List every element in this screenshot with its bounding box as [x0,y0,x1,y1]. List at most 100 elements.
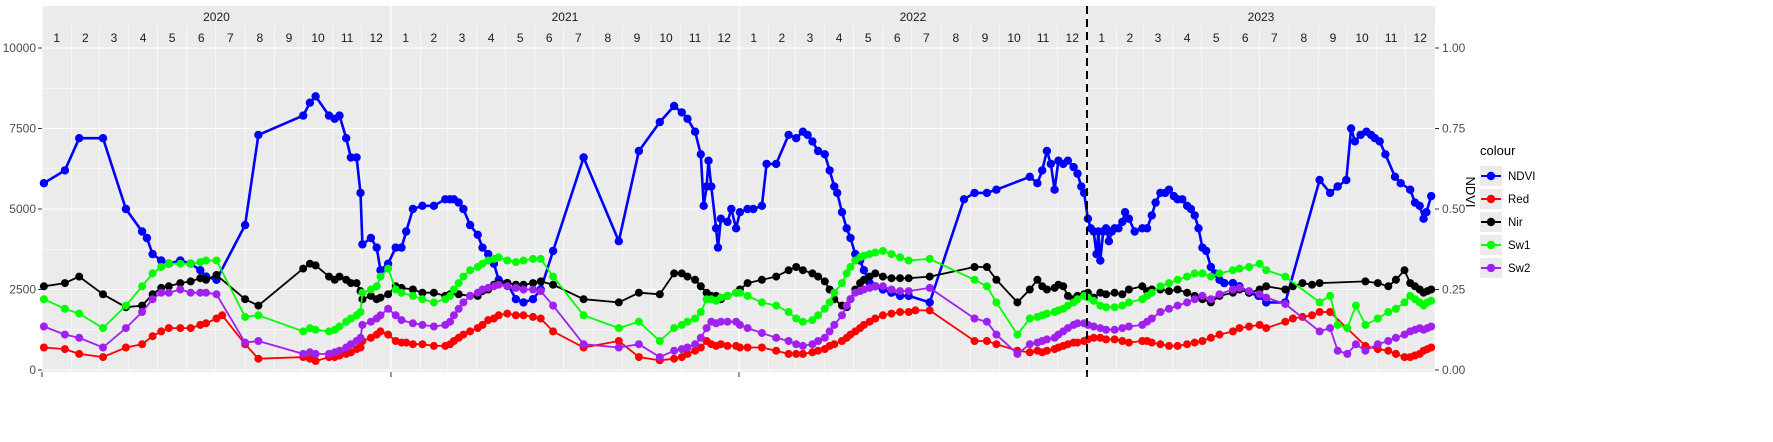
data-point-red [176,324,185,333]
data-point-nir [579,295,588,304]
data-point-nir [896,274,905,283]
data-point-nir [887,274,896,283]
month-label: 5 [169,31,176,45]
year-label: 2021 [552,10,579,24]
data-point-sw2 [1235,283,1244,292]
data-point-red [904,308,913,316]
data-point-ndvi [1114,224,1123,233]
data-point-sw2 [1073,319,1082,328]
month-label: 7 [1271,31,1278,45]
month-label: 3 [111,31,118,45]
month-label: 6 [1242,31,1249,45]
data-point-ndvi [1046,159,1056,169]
data-point-red [1391,349,1400,358]
data-point-red [887,309,896,318]
data-point-sw1 [1042,309,1051,318]
data-point-red [1165,341,1173,350]
data-point-sw2 [784,337,793,345]
data-point-sw1 [1255,259,1264,268]
data-point-sw1 [1384,308,1393,316]
data-point-nir [376,293,385,302]
data-point-red [1042,346,1051,355]
data-point-ndvi [749,204,758,214]
data-point-sw1 [614,324,623,333]
data-point-sw1 [335,322,344,331]
data-point-ndvi [1419,214,1428,223]
data-point-ndvi [1042,146,1052,156]
data-point-sw1 [254,311,263,320]
data-point-ndvi [1038,166,1047,175]
data-point-sw1 [579,311,588,320]
data-point-red [254,354,263,363]
data-point-sw2 [696,333,705,342]
data-point-sw2 [376,311,385,320]
data-point-sw2 [1343,349,1352,358]
data-point-ndvi [614,237,623,246]
data-point-sw2 [446,317,455,326]
data-point-sw2 [449,311,458,320]
data-point-ndvi [528,295,538,304]
data-point-ndvi [402,227,411,236]
data-point-sw1 [519,256,528,265]
data-point-sw1 [1124,298,1133,307]
data-point-ndvi [1033,179,1042,188]
data-point-red [1110,335,1119,344]
data-point-sw2 [1089,322,1098,331]
data-point-nir [772,272,781,281]
data-point-ndvi [970,188,979,198]
month-label: 6 [198,31,205,45]
data-point-red [1384,346,1393,355]
legend-key-point [1486,263,1496,273]
data-point-ndvi [813,146,823,156]
data-point-ndvi [690,127,700,136]
year-label: 2023 [1248,10,1275,24]
data-point-sw1 [1315,298,1324,307]
data-point-nir [299,264,308,273]
series-sw1 [39,246,1436,345]
data-point-red [757,343,766,352]
data-point-nir [1013,298,1022,307]
data-point-ndvi [429,201,439,210]
data-point-red [798,349,807,358]
data-point-nir [408,285,417,294]
data-point-ndvi [982,188,992,198]
legend-item-red: Red [1480,189,1529,209]
data-point-sw2 [1384,337,1393,345]
month-label: 4 [488,31,495,45]
data-point-sw1 [503,256,512,265]
data-point-ndvi [830,182,839,191]
data-point-nir [429,288,438,297]
data-point-sw2 [503,282,512,291]
data-point-nir [1298,279,1307,288]
data-point-sw1 [655,337,664,345]
data-point-sw1 [446,291,455,300]
data-point-sw2 [691,340,700,349]
data-point-nir [784,266,793,275]
data-point-red [1255,320,1264,329]
data-point-sw1 [39,295,48,304]
data-point-sw2 [757,329,766,337]
month-label: 2 [779,31,786,45]
data-point-nir [60,279,69,288]
data-point-ndvi [196,266,205,275]
data-point-nir [634,288,643,297]
data-point-red [1025,348,1034,357]
data-point-sw2 [1147,314,1156,323]
data-point-ndvi [1118,217,1127,227]
data-point-red [466,327,475,336]
data-point-sw1 [1173,275,1182,284]
data-point-ndvi [859,266,869,275]
data-point-red [148,332,157,341]
data-point-sw1 [838,279,846,288]
data-point-sw1 [784,308,793,316]
data-point-ndvi [762,159,771,169]
data-point-ndvi [418,201,427,210]
data-point-sw1 [418,295,427,304]
data-point-sw2 [1427,322,1436,331]
data-point-ndvi [142,233,152,243]
month-label: 4 [140,31,147,45]
data-point-nir [1400,266,1409,275]
data-point-ndvi [358,240,367,249]
data-point-red [792,349,801,358]
data-point-nir [1315,279,1324,288]
